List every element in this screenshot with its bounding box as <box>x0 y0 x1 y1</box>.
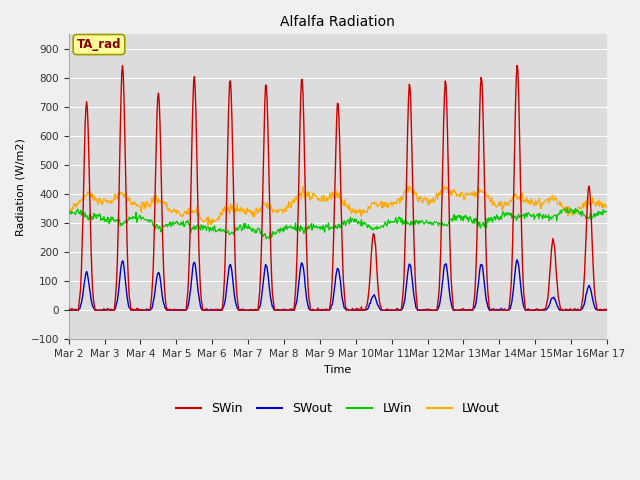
LWin <box>404 220 412 226</box>
Line: SWin: SWin <box>68 65 607 310</box>
SWout <box>184 301 192 307</box>
LWout <box>65 208 72 214</box>
LWout <box>406 183 413 189</box>
LWin <box>563 204 571 210</box>
SWin <box>74 307 82 313</box>
LWin <box>74 209 82 215</box>
SWin <box>603 307 611 312</box>
SWin <box>403 153 411 159</box>
LWout <box>214 217 221 223</box>
SWout <box>513 257 521 263</box>
Title: Alfalfa Radiation: Alfalfa Radiation <box>280 15 396 29</box>
SWout <box>213 307 221 313</box>
SWin <box>213 306 221 312</box>
SWout <box>419 307 427 312</box>
LWin <box>213 228 221 234</box>
LWout <box>184 205 192 211</box>
SWout <box>403 276 411 282</box>
LWout <box>74 200 82 205</box>
LWout <box>204 225 212 230</box>
Line: SWout: SWout <box>68 260 607 310</box>
X-axis label: Time: Time <box>324 365 351 374</box>
LWin <box>603 209 611 215</box>
Legend: SWin, SWout, LWin, LWout: SWin, SWout, LWin, LWout <box>171 397 505 420</box>
LWout <box>404 184 412 190</box>
LWin <box>65 209 72 215</box>
SWin <box>65 307 72 313</box>
SWin <box>419 307 427 313</box>
LWout <box>420 194 428 200</box>
SWout <box>130 307 138 313</box>
Y-axis label: Radiation (W/m2): Radiation (W/m2) <box>15 138 25 236</box>
LWin <box>262 236 270 242</box>
Line: LWout: LWout <box>68 186 607 228</box>
SWin <box>513 62 521 68</box>
SWin <box>184 278 192 284</box>
Text: TA_rad: TA_rad <box>77 38 121 51</box>
SWout <box>65 307 72 313</box>
LWin <box>130 215 138 221</box>
SWin <box>130 307 138 312</box>
Line: LWin: LWin <box>68 207 607 239</box>
SWout <box>603 307 611 312</box>
LWin <box>184 222 192 228</box>
LWout <box>130 199 138 204</box>
SWout <box>74 307 82 313</box>
LWout <box>603 203 611 209</box>
LWin <box>420 221 428 227</box>
